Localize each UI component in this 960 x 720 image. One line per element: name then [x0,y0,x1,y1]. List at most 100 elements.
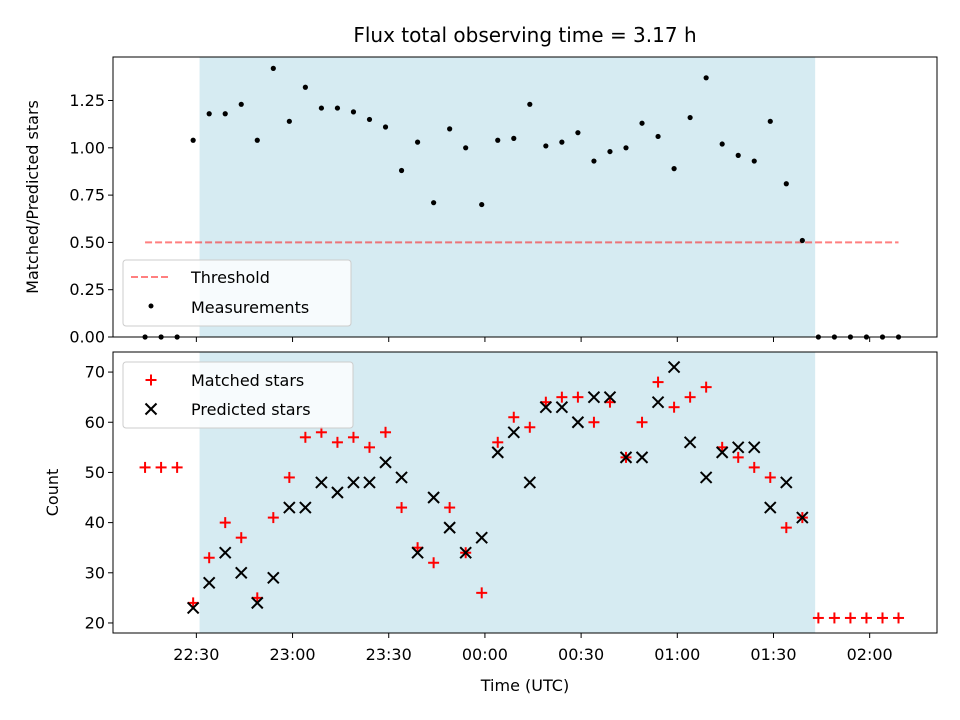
predicted-point-b [475,531,488,544]
predicted-point [331,486,344,499]
bottom-y-axis: 20 30 40 50 60 70 [85,363,113,632]
bottom-plot-marks [139,360,905,624]
predicted-point-b [235,566,248,579]
matched-point [572,391,584,403]
measurement-point [222,111,228,117]
predicted-point-b [523,476,537,489]
measurement-point [414,139,421,145]
bottom-legend-box [122,361,354,429]
predicted-point [651,395,665,409]
measurement-point [543,143,549,149]
predicted-point [251,596,264,610]
measurement-point [366,116,373,123]
predicted-point-b [619,451,633,464]
bottom-x-axis: 22:30 23:00 23:30 00:00 00:30 01:00 01:30 02:00 [173,633,893,664]
matched-point [476,587,488,599]
measurement-point [511,135,517,141]
predicted-point-b [459,546,472,559]
predicted-point [796,511,809,524]
top-y-tick-label: 0.25 [69,280,105,299]
matched-point [732,451,744,463]
matched-point [748,461,760,473]
matched-point [556,391,568,403]
predicted-point [667,360,681,374]
matched-point [315,426,327,438]
matched-point [844,612,856,624]
predicted-point [411,546,424,559]
matched-point [267,512,279,524]
measurement-point [671,166,677,172]
matched-point [444,502,456,514]
matched-point [428,557,440,569]
top-x-ticks [195,337,871,342]
predicted-point-b [507,426,520,439]
measurement-point [398,167,405,174]
measurement-point [735,152,741,158]
measurement-point [655,133,661,140]
measurement-point [703,75,709,81]
predicted-point-b [732,441,745,454]
bottom-panel: 20 30 40 50 60 70 22:30 23:00 23:30 00:00 00:30 01… [43,351,938,695]
measurement-point [431,200,437,206]
measurement-point [687,114,693,121]
legend-measurements-swatch [148,303,154,309]
predicted-point [748,441,761,454]
measurement-point [382,124,389,130]
predicted-point [235,566,248,579]
measurement-point [479,201,485,208]
matched-point [876,612,888,624]
matched-point [396,502,408,514]
predicted-point-b [331,486,344,499]
predicted-point-b [219,546,232,559]
bottom-y-tick-label: 20 [85,613,105,632]
matched-point [652,376,664,388]
measurement-point [799,237,805,244]
predicted-point [267,571,280,585]
matched-point [812,612,824,624]
measurement-point [783,181,789,187]
predicted-point-b [347,476,360,489]
predicted-point-b [587,390,601,404]
predicted-point-b [251,596,264,610]
matched-point [219,517,231,529]
predicted-point [603,390,617,404]
measurement-point [206,111,212,117]
predicted-point-b [411,546,424,559]
measurement-point [254,137,260,143]
matched-point [331,436,343,448]
predicted-point [299,501,312,514]
predicted-point-b [683,436,697,449]
predicted-point-b [427,491,440,504]
top-y-tick-label: 1.25 [69,91,105,110]
measurement-point [302,84,308,90]
predicted-point-b [699,471,713,484]
matched-point [780,522,792,534]
predicted-point-b [796,511,809,524]
predicted-point-b [363,476,376,489]
legend-predicted-marker-b [144,402,158,416]
predicted-point [395,471,408,484]
measurement-point [607,148,613,155]
bottom-y-tick-label: 60 [85,413,105,432]
predicted-point [619,451,633,464]
predicted-point [475,531,488,544]
predicted-point-b [667,360,681,374]
legend-threshold-label: Threshold [190,268,270,287]
chart-title: Flux total observing time = 3.17 h [353,23,696,47]
predicted-point-b [202,576,216,590]
predicted-point-b [571,416,585,429]
predicted-point [555,400,569,414]
top-panel: 0.00 0.25 0.50 0.75 1.00 1.25 Matched/Predict… [23,56,938,347]
predicted-point-b [186,601,200,615]
matched-point [347,431,359,443]
legend-predicted-swatch [144,402,158,416]
measurement-point [719,141,725,147]
measurement-point [495,137,501,143]
matched-point [155,461,167,473]
predicted-point [363,476,376,489]
matched-point [299,431,311,443]
measurement-point [463,145,469,151]
legend-predicted-marker [144,402,158,416]
measurement-point [334,105,341,111]
measurement-point [238,101,244,107]
